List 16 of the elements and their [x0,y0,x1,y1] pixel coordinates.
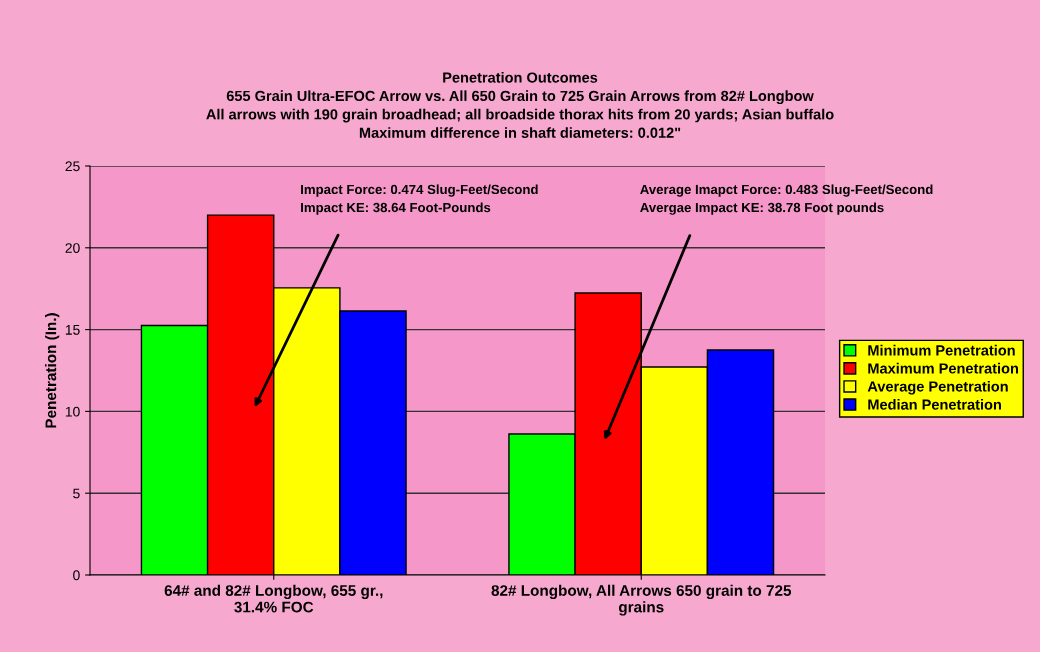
y-tick-label: 10 [65,406,80,417]
y-tick-label: 20 [65,243,80,253]
y-axis-title: Penetration (In.) [45,313,60,428]
legend-label: Average Penetration [867,380,1008,395]
annotation: Impact Force: 0.474 Slug-Feet/Second Impact KE: 38.64 Foot-Pounds [301,184,538,215]
x-tick-label: 64# and 82# Longbow, 655 gr., 31.4% FOC [164,584,383,613]
chart-title: Penetration Outcomes 655 Grain Ultra-EFOC Arrow vs. All 650 Grain to 725 Grain Arrows from 82# Longbow All arrows with 190 grain broadhead; all broadside thorax hits from 20 yards; Asian buffalo Maximum difference in shaft diameters: 0.012" [206,72,834,138]
y-tick-label: 0 [73,570,80,581]
y-tick-label: 25 [65,161,80,172]
y-tick-label: 15 [65,325,80,335]
legend-label: Maximum Penetration [868,362,1018,374]
x-tick-label: 82# Longbow, All Arrows 650 grain to 725 grains [491,584,792,616]
legend-label: Minimum Penetration [868,344,1015,356]
y-tick-label: 5 [73,488,80,499]
annotation: Average Imapct Force: 0.483 Slug-Feet/Second Avergae Impact KE: 38.78 Foot pounds [640,184,933,215]
legend-label: Median Penetration [868,399,1001,410]
